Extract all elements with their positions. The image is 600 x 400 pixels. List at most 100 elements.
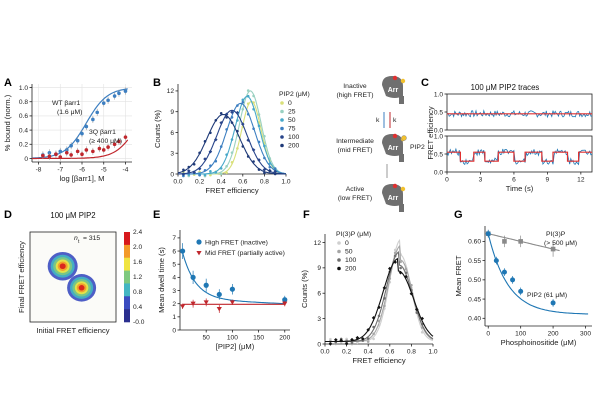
panel-c-trace-line-1: [446, 147, 593, 166]
panel-e-ytick-label: 2: [172, 301, 176, 308]
panel-e-legend-swatch-mid: [196, 251, 202, 256]
panel-b-marker-2: [236, 119, 239, 122]
panel-a-fit-1: [32, 139, 129, 160]
panel-a-point-1: [84, 148, 89, 152]
panel-a-ytick-label: 0: [24, 156, 28, 163]
panel-e-ytick-label: 3: [172, 288, 176, 295]
panel-b-marker-4: [246, 138, 250, 142]
panel-f-legend-title: PI(3)P (μM): [336, 231, 371, 238]
panel-g-point-pip2: [485, 231, 491, 237]
panel-a-ytick-label: 0.6: [19, 113, 28, 120]
panel-a-point-0: [69, 143, 73, 148]
panel-label-b: B: [153, 77, 161, 89]
panel-e-point-high: [282, 297, 288, 303]
panel-b-legend-swatch-4: [280, 135, 284, 139]
panel-f-legend-label-3: 200: [345, 266, 357, 273]
panel-d-density-blob-0-ring-5: [59, 263, 66, 270]
panel-b-marker-0: [252, 101, 255, 104]
schematic-arrestin-tail-2: [399, 204, 404, 212]
panel-a-xtick-label: -5: [101, 167, 107, 174]
schematic-pip2-dot: [401, 135, 407, 141]
panel-a-xtick-label: -7: [57, 167, 63, 174]
panel-d-colorbar-tick: -0.0: [133, 319, 145, 326]
panel-g-legend-pi3p: PI(3)P: [546, 231, 566, 238]
panel-e-point-high: [216, 291, 222, 298]
panel-a-point-1: [91, 149, 95, 154]
panel-b-marker-4: [241, 122, 245, 126]
panel-f-marker-3: [398, 270, 403, 275]
panel-b-marker-5: [192, 162, 196, 166]
panel-a-point-0: [95, 110, 100, 115]
panel-b-marker-4: [192, 170, 196, 175]
panel-a-point-1: [41, 153, 45, 158]
panel-b-marker-3: [273, 167, 277, 170]
panel-f-marker-3: [415, 307, 419, 312]
panel-b-marker-3: [219, 145, 223, 148]
panel-b-marker-2: [263, 144, 266, 148]
panel-a-point-0: [101, 101, 106, 105]
panel-b-legend-swatch-0: [280, 101, 284, 105]
panel-g-xlabel: Phosphoinositide (μM): [501, 338, 577, 347]
schematic-arr-label-0: Arr: [388, 87, 399, 94]
panel-b-marker-4: [273, 169, 277, 174]
panel-e-xtick-label: 200: [279, 335, 290, 342]
panel-d-ylabel: Final FRET efficiency: [17, 241, 26, 313]
schematic-donor-dye-2: [400, 186, 406, 192]
panel-b-legend-swatch-3: [280, 126, 284, 131]
panel-e-ytick-label: 4: [172, 275, 176, 282]
panel-f-ytick-label: 9: [317, 265, 321, 272]
panel-a-legend-wt-note: (1.6 μM): [57, 109, 82, 116]
panel-b-marker-3: [236, 104, 239, 107]
panel-e-ytick-label: 7: [172, 235, 176, 242]
panel-d-colorbar-segment-6: [124, 309, 130, 323]
panel-b-marker-3: [263, 156, 266, 160]
panel-b-marker-2: [225, 153, 228, 156]
panel-f-marker-3: [361, 336, 365, 341]
panel-a-point-0: [123, 89, 128, 93]
panel-b-marker-0: [225, 171, 228, 175]
panel-f-marker-3: [334, 337, 338, 342]
panel-b-marker-4: [197, 166, 202, 171]
panel-d-colorbar-tick: 2.0: [133, 244, 142, 251]
panel-a-legend-wt: WT βarr1: [52, 100, 81, 107]
panel-b-xtick-label: 0.2: [195, 179, 204, 186]
panel-a-point-0: [58, 149, 63, 154]
panel-g-point-pip2: [550, 300, 556, 306]
panel-e-point-high: [203, 282, 209, 288]
panel-b-legend-label-5: 200: [288, 143, 300, 150]
panel-b-curve-3: [178, 102, 287, 175]
panel-e-point-mid: [180, 304, 186, 309]
schematic-arrestin-shape-1: [382, 134, 403, 156]
panel-f-marker-3: [355, 335, 360, 340]
panel-b-marker-2: [209, 169, 212, 173]
panel-b-marker-2: [257, 124, 261, 128]
panel-g-ytick-label: 0.40: [468, 316, 481, 323]
panel-e-ytick-label: 0: [172, 327, 176, 334]
panel-e-point-mid: [216, 306, 222, 312]
panel-f-marker-2: [366, 337, 370, 340]
panel-b-marker-2: [214, 170, 218, 174]
panel-b-marker-1: [219, 172, 223, 176]
panel-a-xtick-label: -8: [36, 167, 42, 174]
panel-d-colorbar-tick: 1.6: [133, 259, 142, 266]
panel-a-point-1: [54, 152, 58, 156]
panel-g-ytick-label: 0.55: [468, 258, 481, 265]
panel-f-ytick-label: 0: [317, 341, 321, 348]
panel-f-marker-0: [393, 248, 397, 252]
schematic-arrestin-shape-2: [382, 184, 403, 206]
panel-b-ytick-label: 9: [170, 109, 174, 116]
panel-a-point-1: [101, 148, 106, 152]
panel-f-marker-1: [383, 304, 386, 308]
panel-c-trace-frame-1: [446, 135, 593, 173]
panel-f-marker-1: [399, 260, 402, 264]
panel-e-ytick-label: 1: [172, 314, 176, 321]
panel-c-ylabel: FRET efficiency: [426, 106, 435, 160]
panel-e-ytick-label: 5: [172, 262, 176, 269]
schematic-state-1-name: Intermediate: [336, 138, 374, 145]
panel-c-xtick-label: 9: [546, 177, 550, 184]
panel-f-ytick-label: 12: [314, 240, 322, 247]
panel-d-colorbar-segment-5: [124, 296, 130, 310]
panel-b-marker-4: [214, 137, 218, 142]
panel-d-colorbar-tick: 2.4: [133, 229, 142, 236]
